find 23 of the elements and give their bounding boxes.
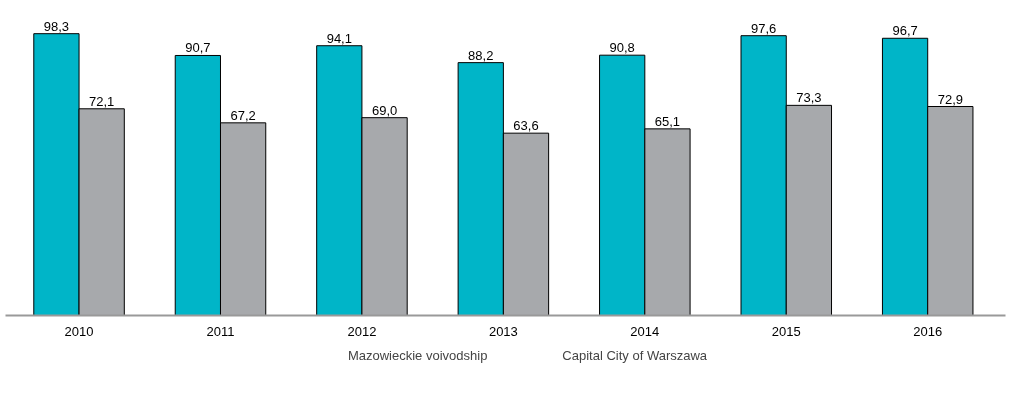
data-label: 98,3	[43, 18, 70, 34]
x-tick-label: 2016	[913, 323, 943, 339]
x-tick-label: 2015	[771, 323, 801, 339]
data-label: 72,1	[89, 93, 115, 109]
data-label: 72,9	[937, 91, 963, 107]
data-label: 94,1	[326, 30, 352, 46]
data-label: 67,2	[230, 107, 256, 123]
text: Capital City of Warszawa	[562, 347, 708, 363]
data-label: 88,2	[468, 47, 494, 63]
data-label: 90,8	[609, 40, 635, 56]
data-label: 96,7	[892, 23, 918, 39]
x-tick-label: 2013	[488, 323, 518, 339]
data-label: 97,6	[750, 20, 777, 36]
data-label: 73,3	[796, 90, 822, 106]
data-label: 90,7	[185, 40, 211, 56]
text: Mazowieckie voivodship	[347, 347, 488, 363]
data-label: 69,0	[371, 102, 398, 118]
x-tick-label: 2011	[206, 323, 235, 339]
x-tick-label: 2012	[347, 323, 377, 339]
data-label: 65,1	[654, 113, 681, 129]
x-tick-label: 2010	[64, 323, 94, 339]
data-label: 63,6	[513, 118, 539, 134]
x-tick-label: 2014	[630, 323, 660, 339]
